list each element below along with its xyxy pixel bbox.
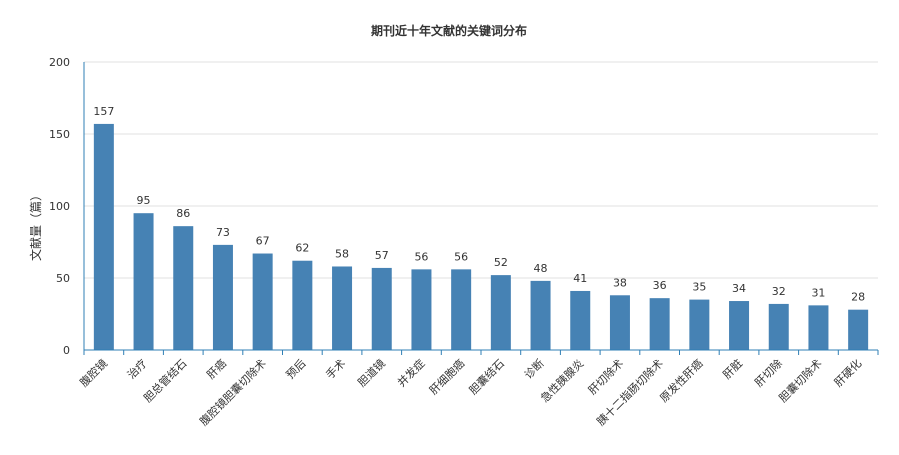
data-label: 73 [216, 226, 230, 239]
data-label: 86 [176, 207, 190, 220]
data-label: 57 [375, 249, 389, 262]
x-tick-label: 肝硬化 [831, 356, 864, 389]
x-tick-label: 胆总管结石 [141, 356, 190, 405]
bar [848, 309, 869, 350]
bar [451, 269, 472, 350]
x-tick-label: 胰十二指肠切除术 [594, 356, 666, 428]
bar [371, 267, 392, 350]
bar [252, 253, 273, 350]
bar [649, 298, 670, 350]
bar [292, 260, 313, 350]
bar [93, 123, 114, 350]
y-axis-ticks: 0 50 100 150 200 [49, 56, 70, 357]
data-label: 52 [494, 256, 508, 269]
y-tick-label: 150 [49, 128, 70, 141]
data-label: 58 [335, 247, 349, 260]
bar [212, 244, 233, 350]
data-label: 48 [534, 262, 548, 275]
x-tick-label: 胆囊切除术 [776, 356, 825, 405]
x-tick-label: 手术 [323, 356, 348, 381]
y-tick-label: 50 [56, 272, 70, 285]
data-label: 34 [732, 282, 746, 295]
x-tick-label: 胆道镜 [355, 356, 388, 389]
bar [609, 295, 630, 350]
data-label: 32 [772, 285, 786, 298]
data-label: 31 [811, 286, 825, 299]
data-label: 95 [137, 194, 151, 207]
y-tick-label: 200 [49, 56, 70, 69]
data-label: 28 [851, 291, 865, 304]
x-tick-label: 肝切除术 [585, 356, 626, 397]
bar [411, 269, 432, 350]
x-tick-label: 原发性肝癌 [657, 356, 706, 405]
x-tick-label: 肝脏 [720, 357, 745, 382]
y-axis-label: 文献量（篇） [28, 189, 43, 261]
chart-title: 期刊近十年文献的关键词分布 [371, 23, 527, 38]
x-tick-label: 肝癌 [204, 356, 229, 381]
bar [530, 280, 551, 350]
bar [133, 213, 154, 350]
bar [490, 275, 511, 350]
bar [768, 303, 789, 350]
bar [173, 226, 194, 350]
x-tick-label: 腹腔镜 [77, 356, 110, 389]
data-label: 157 [93, 105, 114, 118]
x-tick-label: 预后 [284, 357, 309, 382]
x-tick-label: 腹腔镜胆囊切除术 [197, 356, 269, 428]
bar [808, 305, 829, 350]
axes [83, 62, 878, 351]
bar [729, 301, 750, 350]
y-tick-label: 0 [63, 344, 70, 357]
data-label: 67 [256, 235, 270, 248]
x-tick-label: 胆囊结石 [466, 356, 507, 397]
bar [332, 266, 353, 350]
data-label: 35 [692, 281, 706, 294]
gridlines [84, 61, 878, 279]
x-tick-label: 并发症 [394, 356, 427, 389]
bars [93, 123, 869, 350]
data-labels: 157 95 86 73 67 62 58 57 56 56 52 48 41 38 36 35 34 32 31 2… [93, 105, 865, 304]
y-tick-label: 100 [49, 200, 70, 213]
x-tick-label: 肝切除 [752, 356, 785, 389]
data-label: 41 [573, 272, 587, 285]
x-tick-label: 肝细胞癌 [426, 356, 467, 397]
x-tick-label: 治疗 [124, 356, 149, 381]
x-tick-label: 急性胰腺炎 [538, 356, 587, 405]
bar [570, 290, 591, 350]
data-label: 62 [295, 242, 309, 255]
bar [689, 299, 710, 350]
data-label: 56 [454, 250, 468, 263]
data-label: 38 [613, 276, 627, 289]
data-label: 56 [414, 250, 428, 263]
data-label: 36 [653, 279, 667, 292]
x-tick-label: 诊断 [521, 356, 546, 381]
